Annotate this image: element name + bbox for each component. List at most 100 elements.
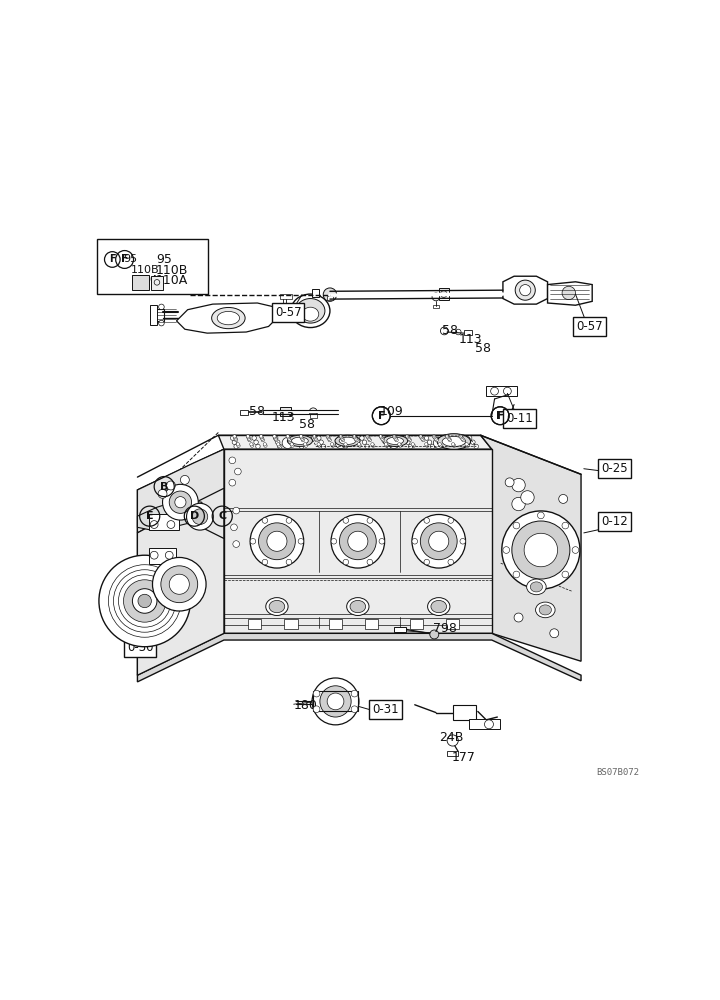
Circle shape bbox=[313, 706, 320, 713]
Circle shape bbox=[267, 531, 287, 551]
Text: 110B: 110B bbox=[131, 265, 159, 275]
Bar bbox=[438, 288, 449, 300]
Circle shape bbox=[263, 443, 266, 446]
Circle shape bbox=[301, 438, 305, 442]
Polygon shape bbox=[138, 512, 224, 675]
Ellipse shape bbox=[266, 598, 288, 615]
Circle shape bbox=[229, 457, 235, 464]
Circle shape bbox=[366, 436, 370, 439]
Circle shape bbox=[233, 436, 237, 439]
Ellipse shape bbox=[442, 437, 466, 447]
Circle shape bbox=[290, 443, 293, 446]
Circle shape bbox=[490, 387, 498, 395]
Circle shape bbox=[341, 438, 345, 442]
Circle shape bbox=[452, 444, 456, 449]
Text: 113: 113 bbox=[271, 411, 295, 424]
Circle shape bbox=[339, 523, 377, 560]
Polygon shape bbox=[218, 435, 492, 449]
Circle shape bbox=[169, 491, 192, 513]
Bar bbox=[284, 619, 297, 629]
Circle shape bbox=[388, 437, 400, 449]
Circle shape bbox=[158, 304, 164, 310]
Ellipse shape bbox=[291, 294, 330, 328]
Circle shape bbox=[286, 518, 292, 523]
Circle shape bbox=[355, 438, 358, 442]
Circle shape bbox=[163, 484, 198, 520]
Circle shape bbox=[235, 438, 238, 442]
Circle shape bbox=[572, 547, 579, 553]
Circle shape bbox=[432, 293, 440, 301]
Circle shape bbox=[291, 444, 294, 447]
Polygon shape bbox=[481, 435, 581, 661]
Circle shape bbox=[351, 706, 358, 713]
Text: 177: 177 bbox=[451, 751, 475, 764]
Circle shape bbox=[99, 555, 190, 647]
Circle shape bbox=[562, 522, 569, 529]
Circle shape bbox=[419, 435, 423, 438]
Circle shape bbox=[459, 436, 463, 439]
Circle shape bbox=[446, 435, 449, 438]
Circle shape bbox=[393, 436, 396, 439]
Circle shape bbox=[424, 518, 430, 523]
Text: 0-57: 0-57 bbox=[275, 306, 302, 319]
Circle shape bbox=[348, 531, 368, 551]
Circle shape bbox=[524, 533, 557, 567]
Circle shape bbox=[368, 438, 372, 442]
Bar bbox=[486, 386, 517, 396]
Circle shape bbox=[192, 509, 208, 525]
Circle shape bbox=[340, 436, 343, 439]
Circle shape bbox=[124, 580, 166, 622]
Polygon shape bbox=[138, 499, 207, 530]
Circle shape bbox=[287, 437, 291, 440]
Bar bbox=[394, 627, 406, 632]
Circle shape bbox=[449, 438, 451, 442]
Circle shape bbox=[320, 686, 351, 717]
Circle shape bbox=[260, 436, 264, 439]
Circle shape bbox=[434, 437, 437, 440]
Circle shape bbox=[234, 437, 237, 440]
Ellipse shape bbox=[428, 598, 450, 615]
Circle shape bbox=[406, 436, 410, 439]
Circle shape bbox=[150, 521, 158, 528]
Circle shape bbox=[326, 435, 329, 438]
Circle shape bbox=[276, 440, 280, 444]
Circle shape bbox=[341, 437, 344, 440]
Circle shape bbox=[317, 436, 321, 440]
Circle shape bbox=[328, 438, 331, 442]
Circle shape bbox=[330, 443, 334, 446]
Circle shape bbox=[372, 444, 375, 447]
Circle shape bbox=[514, 613, 523, 622]
Circle shape bbox=[344, 443, 347, 446]
Text: 95: 95 bbox=[156, 253, 171, 266]
Polygon shape bbox=[503, 276, 547, 304]
Circle shape bbox=[295, 436, 300, 440]
Circle shape bbox=[384, 443, 387, 446]
Circle shape bbox=[424, 559, 430, 565]
Ellipse shape bbox=[287, 435, 312, 446]
Bar bbox=[329, 619, 342, 629]
Circle shape bbox=[461, 437, 464, 440]
Text: F: F bbox=[497, 411, 504, 421]
Circle shape bbox=[328, 437, 330, 440]
Circle shape bbox=[233, 541, 240, 547]
Circle shape bbox=[336, 437, 346, 449]
Circle shape bbox=[394, 437, 397, 440]
Circle shape bbox=[438, 443, 441, 446]
Circle shape bbox=[261, 437, 264, 440]
Circle shape bbox=[132, 589, 157, 613]
Circle shape bbox=[261, 438, 264, 442]
Circle shape bbox=[310, 408, 317, 416]
Circle shape bbox=[305, 444, 307, 447]
Circle shape bbox=[447, 735, 458, 746]
Polygon shape bbox=[150, 305, 157, 325]
Circle shape bbox=[435, 438, 438, 442]
Circle shape bbox=[431, 444, 435, 449]
Text: 110B: 110B bbox=[156, 264, 188, 277]
Circle shape bbox=[446, 436, 449, 439]
Circle shape bbox=[408, 437, 410, 440]
Circle shape bbox=[441, 327, 449, 335]
Circle shape bbox=[186, 503, 213, 530]
Bar bbox=[464, 330, 472, 335]
Circle shape bbox=[246, 436, 250, 439]
Ellipse shape bbox=[530, 582, 543, 592]
